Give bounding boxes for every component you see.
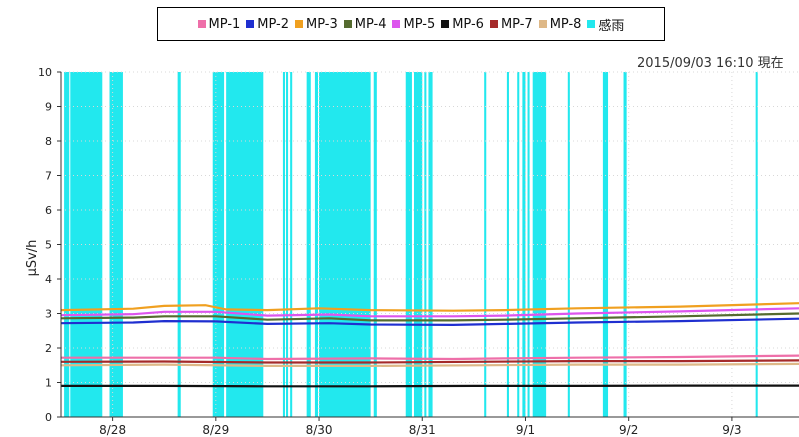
rain-bar [532,72,547,417]
series-line-mp-6 [61,384,799,388]
rain-bar [64,72,70,417]
legend-label: MP-4 [354,16,387,32]
series-line-mp-7 [60,359,799,364]
series-line-mp-5 [60,307,799,318]
rain-bar [428,72,433,417]
legend-swatch [587,20,596,28]
x-tick-label: 8/29 [202,423,229,437]
legend-swatch [538,20,547,28]
y-tick-label: 4 [45,273,52,286]
legend-swatch [343,20,352,28]
legend-swatch [441,20,450,28]
rain-bar [522,72,526,417]
timestamp-label: 2015/09/03 16:10 現在 [637,56,784,71]
legend-item: MP-3 [295,17,338,32]
rain-bar [373,72,377,417]
legend-item: MP-1 [197,16,241,32]
rain-bar [290,72,293,417]
series-line-mp-2 [60,317,799,327]
rain-bar [405,72,412,417]
rain-bar [70,72,103,417]
y-tick-label: 3 [45,308,52,321]
legend-label: MP-2 [257,16,290,32]
legend-item: MP-6 [441,17,484,32]
rain-bar [527,72,530,417]
series-lines [60,302,799,388]
legend-label: MP-8 [549,16,582,32]
legend-swatch [246,20,255,28]
series-line-mp-4 [60,312,799,322]
grid-lines [61,71,799,417]
legend-item: 感雨 [587,15,624,34]
legend-swatch [392,20,401,28]
y-tick-label: 10 [38,66,52,79]
y-tick-label: 2 [45,342,52,355]
x-tick-label: 8/31 [409,423,436,437]
legend-item: MP-4 [343,16,387,32]
rain-bar [109,72,123,417]
rain-bar [517,72,520,417]
legend-item: MP-5 [392,17,435,32]
y-tick-label: 1 [45,377,52,390]
legend-label: MP-5 [403,16,436,32]
rain-bar [177,72,181,417]
y-tick-label: 5 [45,239,52,252]
rain-bar [306,72,311,417]
legend-label: MP-1 [208,16,241,32]
rain-bar [286,72,289,417]
legend-swatch [295,20,304,28]
x-tick-label: 9/1 [516,423,535,437]
y-tick-label: 9 [45,101,52,114]
series-line-mp-8 [60,362,799,367]
y-axis-label: μSv/h [25,240,40,277]
legend-item: MP-8 [538,16,582,32]
series-line-mp-1 [61,354,799,361]
y-tick-label: 6 [45,204,52,217]
rain-bar [282,72,285,417]
rain-bar [506,72,509,417]
rain-bar [755,72,758,417]
rain-bar [567,72,570,417]
axes: 0 1 2 3 4 5 6 7 8 9 10 8/28 8/29 8/30 8/31 9/1 9/2 9/3 [38,66,799,437]
y-tick-label: 0 [45,411,52,424]
legend-label: MP-6 [452,16,484,32]
legend-label: 感雨 [598,18,625,34]
legend-swatch [489,20,498,28]
rain-bar [212,72,225,417]
rain-bar [414,72,423,417]
rain-bar [314,72,319,417]
x-tick-label: 9/3 [722,423,741,437]
y-tick-label: 7 [45,170,52,183]
series-line-mp-3 [60,302,799,312]
legend-label: MP-7 [500,16,533,32]
legend-label: MP-3 [306,16,338,32]
x-tick-label: 8/28 [99,423,126,437]
x-tick-label: 9/2 [619,423,638,437]
legend: MP-1 MP-2 MP-3 MP-4 MP-5 MP-6 MP-7 MP-8 感雨 [157,7,665,41]
legend-item: MP-7 [489,16,533,32]
legend-swatch [197,20,206,28]
y-tick-label: 8 [45,135,52,148]
legend-item: MP-2 [246,17,289,32]
x-tick-label: 8/30 [306,423,333,437]
